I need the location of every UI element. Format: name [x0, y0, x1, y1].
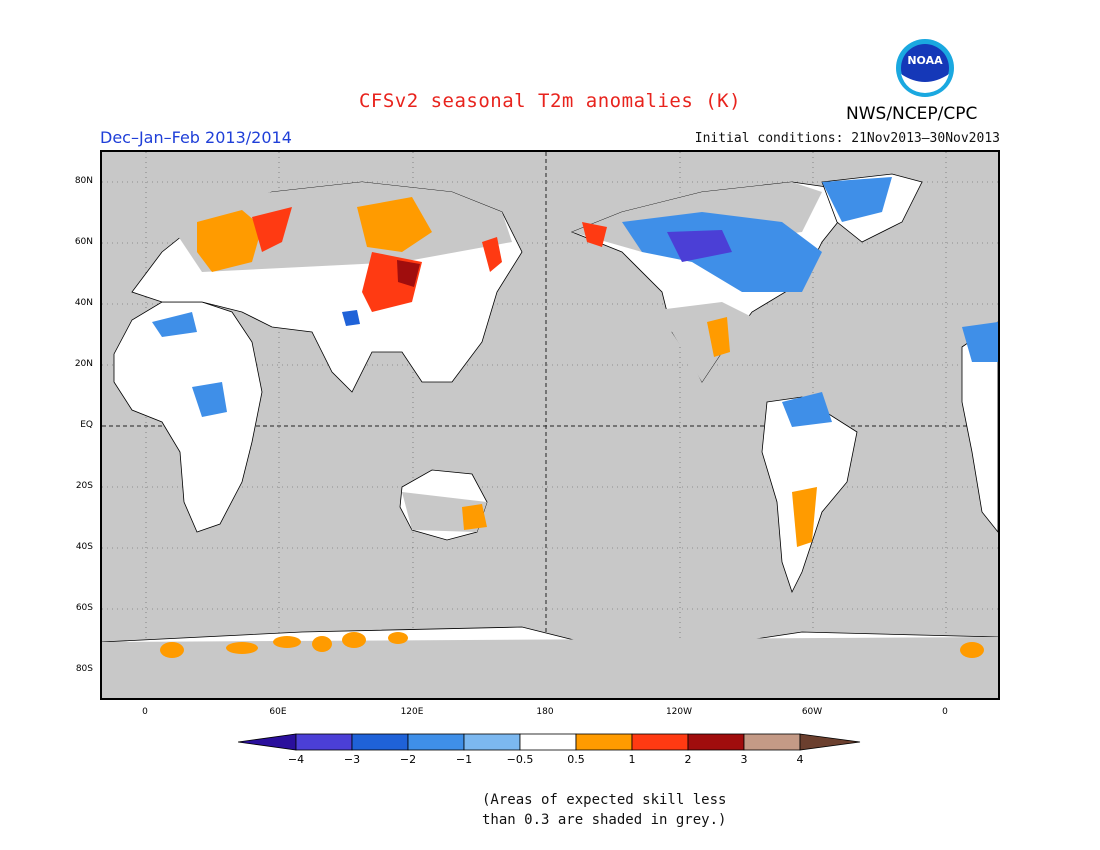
colorbar-arrow-high — [799, 733, 861, 751]
skill-note-line1: (Areas of expected skill less — [482, 792, 727, 808]
lat-label: 20S — [75, 481, 93, 491]
lat-label: 60S — [75, 603, 93, 613]
lat-label: 80S — [75, 664, 93, 674]
colorbar-label: −1 — [455, 753, 473, 766]
map-title: CFSv2 seasonal T2m anomalies (K) — [358, 90, 742, 112]
lon-label: 120E — [400, 707, 424, 717]
lon-label: 0 — [142, 707, 148, 717]
initial-conditions: Initial conditions: 21Nov2013–30Nov2013 — [694, 131, 1000, 146]
lon-label: 0 — [942, 707, 948, 717]
lat-label: 20N — [74, 359, 93, 369]
agency-label: NWS/NCEP/CPC — [846, 104, 978, 124]
lat-label: 60N — [74, 237, 93, 247]
map-canvas — [102, 152, 998, 698]
colorbar-label: 1 — [628, 753, 636, 766]
lat-label: 40S — [75, 542, 93, 552]
colorbar-label: 0.5 — [567, 753, 585, 766]
noaa-logo: NOAA — [896, 39, 954, 97]
colorbar-label: −3 — [343, 753, 361, 766]
colorbar-label: 3 — [740, 753, 748, 766]
noaa-logo-text: NOAA — [907, 54, 943, 67]
colorbar-arrow-low — [238, 733, 297, 751]
lon-label: 180 — [536, 707, 554, 717]
lon-label: 60W — [801, 707, 823, 717]
colorbar-label: −2 — [399, 753, 417, 766]
colorbar-label: 4 — [796, 753, 804, 766]
lon-label: 60E — [269, 707, 287, 717]
anomaly-map — [100, 150, 1000, 700]
lat-label: 40N — [74, 298, 93, 308]
lat-label: 80N — [74, 176, 93, 186]
lat-label: EQ — [80, 420, 93, 430]
colorbar-label: −4 — [287, 753, 305, 766]
colorbar-label: 2 — [684, 753, 692, 766]
anomaly-patches — [152, 177, 998, 658]
colorbar-label: −0.5 — [506, 753, 534, 766]
season-subtitle: Dec–Jan–Feb 2013/2014 — [100, 128, 292, 147]
skill-note-line2: than 0.3 are shaded in grey.) — [482, 812, 727, 828]
lon-label: 120W — [665, 707, 693, 717]
colorbar — [238, 733, 861, 751]
